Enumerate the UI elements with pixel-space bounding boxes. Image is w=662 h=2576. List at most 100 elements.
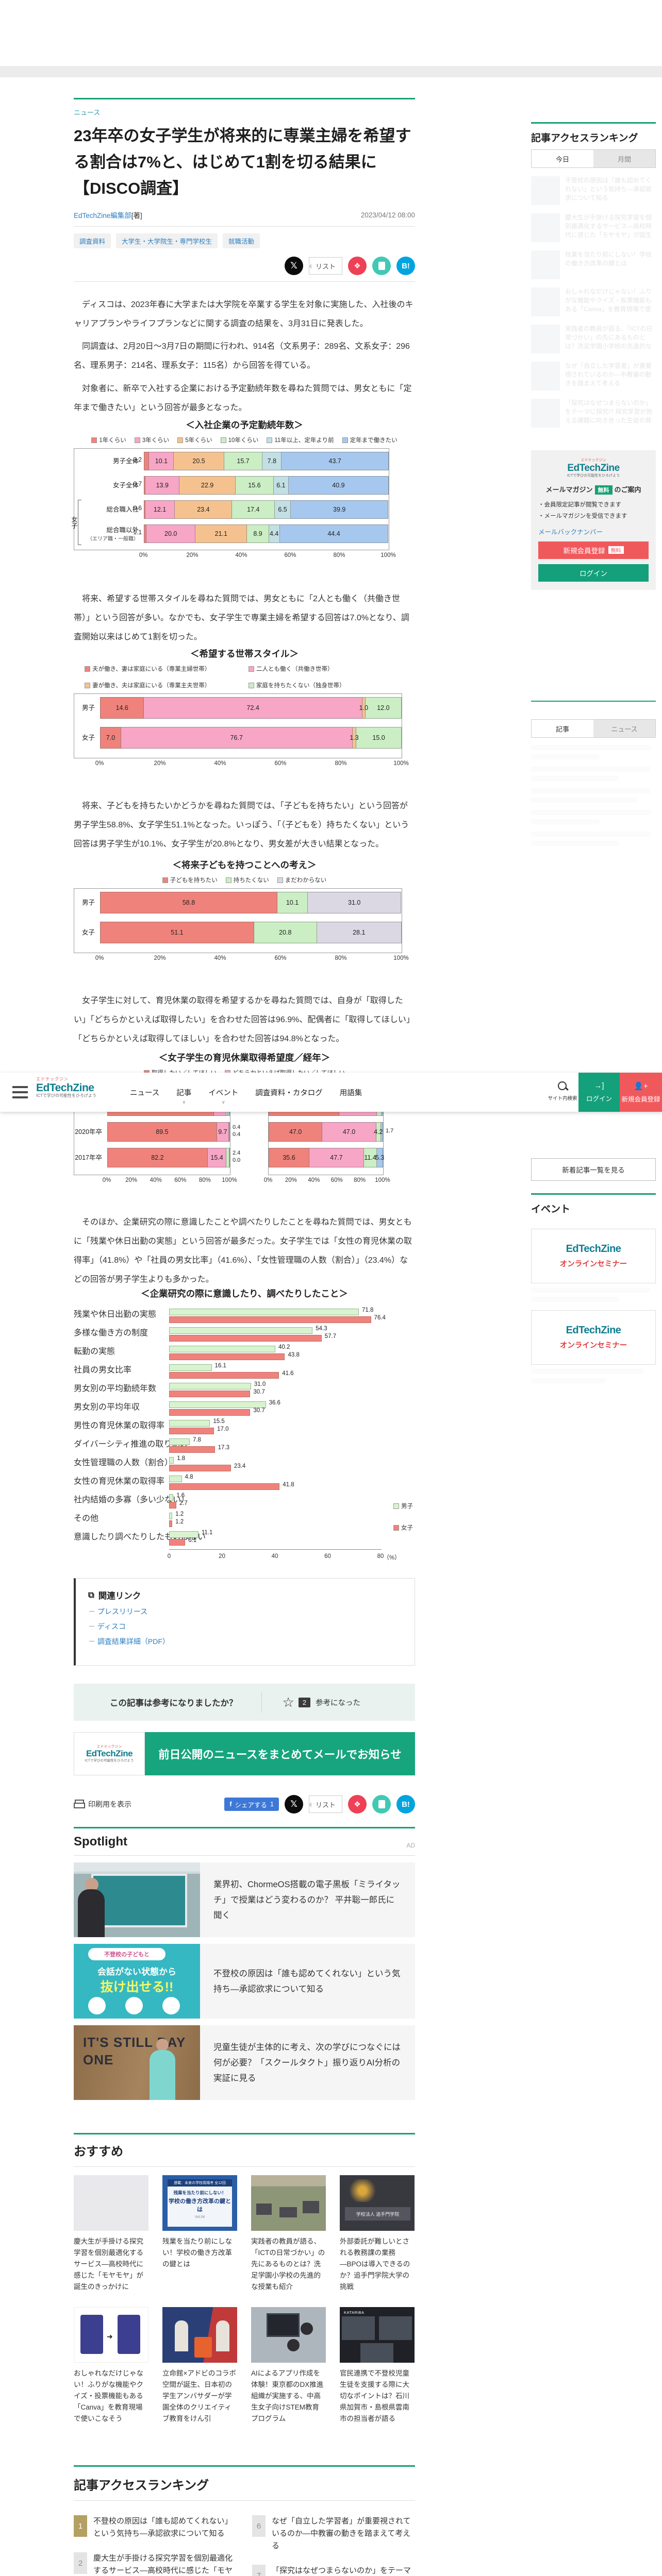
spotlight-item[interactable]: IT'S STILL DAY ONE 児童生徒が主体的に考え、次の学びにつなぐには…: [74, 2025, 415, 2100]
ranking-item[interactable]: 7 「探究はなぜつまらないのか」をテーマに探究!? 探究学習が抱える課題に向き合っ…: [252, 2565, 415, 2576]
signup-button[interactable]: 新規会員登録 無料: [538, 541, 649, 559]
recommend-card[interactable]: 立命館×アドビのコラボ空間が誕生、日本初の学生アンバサダーが学園全体のクリエイテ…: [162, 2307, 237, 2425]
axis-tick: 100%: [380, 552, 396, 558]
hamburger-icon[interactable]: [12, 1086, 28, 1101]
hatena-icon[interactable]: B!: [396, 257, 415, 275]
tab-today[interactable]: 今日: [532, 150, 593, 167]
tag-調査資料[interactable]: 調査資料: [74, 233, 111, 248]
sidebar-ranking-item[interactable]: 不登校の原因は「誰も認めてくれない」という気持ち―承認欲求について知る: [531, 176, 656, 205]
recommend-card[interactable]: ➜ おしゃれなだけじゃない！ふりがな機能やクイズ・投票機能もある「Canva」を教…: [74, 2307, 148, 2425]
sidebar-ranking-item[interactable]: 実践者の教員が語る、「ICTの日常づかい」の先にあるものとは？洗足学園小学校の先…: [531, 325, 656, 353]
search-button[interactable]: サイト内検索: [547, 1081, 578, 1101]
recommend-card[interactable]: 連載：未来の学校現場考 全12回 残業を当たり前にしない！ 学校の働き方改革の鍵とは…: [162, 2175, 237, 2293]
legend-item: 11年以上、定年より前: [267, 436, 334, 444]
print-share-row: 印刷用を表示 f シェアする 1 𝕏 リスト ❖ B!: [74, 1795, 415, 1814]
note-icon[interactable]: [372, 1795, 391, 1814]
item-title: 実践者の教員が語る、「ICTの日常づかい」の先にあるものとは？洗足学園小学校の先…: [565, 325, 653, 350]
site-logo[interactable]: エドテックジン EdTechZine ICTで学びの可能性をひろげよう: [36, 1077, 126, 1098]
tab-news[interactable]: ニュース: [593, 720, 655, 737]
related-link[interactable]: ディスコ: [88, 1621, 402, 1632]
recommend-card[interactable]: 慶大生が手掛ける探究学習を個別最適化するサービス―高校時代に感じた「モヤモヤ」が…: [74, 2175, 148, 2293]
note-icon[interactable]: [372, 257, 391, 275]
login-button[interactable]: →] ログイン: [578, 1073, 620, 1112]
spotlight-item[interactable]: 不登校の子どもと 会話がない状態から 抜け出せる!! 不登校の原因は「誰も認めてくれな…: [74, 1944, 415, 2019]
nav-item-用語集[interactable]: 用語集: [339, 1089, 362, 1097]
legend-item: 1年くらい: [91, 436, 126, 444]
feedback-button[interactable]: 参考になった: [316, 1699, 361, 1707]
section-rule: [74, 2465, 415, 2467]
legend-label: 妻が働き、夫は家庭にいる（専業主夫世帯）: [92, 683, 211, 689]
pocket-icon[interactable]: ❖: [348, 257, 367, 275]
chart-body: 男子 58.8 10.1 31.0 女子 51.1 20.8 28.1 0% 20% 40% 60% 8…: [74, 888, 415, 965]
login-icon: →]: [594, 1081, 604, 1090]
bar-value: 14.6: [115, 704, 128, 711]
recommend-card[interactable]: 学校法人 追手門学院 外部委託が難しいとされる教務課の業務―BPOは導入できるのか…: [340, 2175, 415, 2293]
card-title: 外部委託が難しいとされる教務課の業務―BPOは導入できるのか？追手門学院大学の挑…: [340, 2238, 410, 2291]
list-button[interactable]: リスト: [308, 1795, 342, 1813]
item-title: 「探究はなぜつまらないのか」をテーマに探究!? 探究学習が抱える課題に向き合った…: [565, 399, 653, 424]
pocket-icon[interactable]: ❖: [348, 1795, 367, 1814]
sidebar-ranking-item[interactable]: 慶大生が手掛ける探究学習を個別最適化するサービス―高校時代に感じた「モヤモヤ」が…: [531, 213, 656, 242]
divider: [261, 1692, 262, 1713]
tag-就職活動[interactable]: 就職活動: [223, 233, 260, 248]
nav-item-ニュース[interactable]: ニュース: [130, 1089, 160, 1097]
nav-item-記事[interactable]: 記事 ∨: [176, 1089, 192, 1105]
breadcrumb[interactable]: ニュース: [74, 109, 101, 116]
item-title: おしゃれなだけじゃない！ふりがな機能やクイズ・投票機能もある「Canva」を教育…: [565, 288, 652, 313]
tab-articles[interactable]: 記事: [532, 720, 593, 737]
legend-item: 定年まで働きたい: [342, 436, 398, 444]
facebook-share-button[interactable]: f シェアする 1: [224, 1798, 279, 1811]
related-link[interactable]: プレスリリース: [88, 1606, 402, 1617]
star-icon[interactable]: ☆: [282, 1694, 294, 1710]
recommend-card[interactable]: AIによるアプリ作成を体験！東京都のDX推進組織が実施する、中高生女子向けSTE…: [251, 2307, 326, 2425]
signup-button[interactable]: 👤+ 新規会員登録: [620, 1073, 662, 1112]
bar-男子: [169, 1494, 174, 1501]
seminar-banner[interactable]: EdTechZine オンラインセミナー: [531, 1310, 656, 1365]
spotlight-title: 児童生徒が主体的に考え、次の学びにつなぐには何が必要？「スクールタクト」振り返り…: [200, 2025, 415, 2100]
sidebar-ranking-item[interactable]: 残業を当たり前にしない！学校の働き方改革の鍵とは: [531, 250, 656, 279]
author-link[interactable]: EdTechZine編集部: [74, 212, 131, 219]
bar-segment: 10.1: [277, 892, 308, 913]
recommend-card[interactable]: KATARiBA 官民連携で不登校児童生徒を支援する際に大切なポイントは？石川県加…: [340, 2307, 415, 2425]
new-articles-more-link[interactable]: 新着記事一覧を見る: [531, 1158, 656, 1181]
sidebar-rule: [531, 122, 656, 124]
login-button[interactable]: ログイン: [538, 564, 649, 582]
bar-value: 12.1: [153, 506, 167, 513]
legend-swatch: [393, 1524, 399, 1531]
chart-plot: 男子全体 2.2 10.1 20.5 15.7 7.8 43.7 女子全体 0.7 13.9 22.…: [74, 448, 389, 550]
bar-segment: 20.8: [254, 922, 317, 943]
nav-item-調査資料・カタログ[interactable]: 調査資料・カタログ: [255, 1089, 323, 1097]
mail-backnumber-link[interactable]: メールバックナンバー: [538, 528, 603, 536]
ranking-item[interactable]: 1 不登校の原因は「誰も認めてくれない」という気持ち―承認欲求について知る: [74, 2515, 237, 2540]
nav-item-イベント[interactable]: イベント ∨: [208, 1089, 239, 1105]
mail-news-banner[interactable]: エドテックジン EdTechZine ICTで学びの可能性をひろげよう 前日公開…: [74, 1732, 415, 1775]
tag-大学生・大学院生・専門学校生[interactable]: 大学生・大学院生・専門学校生: [116, 233, 218, 248]
bar-segment: 10.1: [149, 452, 174, 470]
recommend-card[interactable]: 実践者の教員が語る、「ICTの日常づかい」の先にあるものとは？洗足学園小学校の先…: [251, 2175, 326, 2293]
chart-row: 総合職入社 0.6 12.1 23.4 17.4 6.5 39.9: [74, 499, 389, 523]
sidebar-ranking-item[interactable]: 「探究はなぜつまらないのか」をテーマに探究!? 探究学習が抱える課題に向き合った…: [531, 399, 656, 428]
spotlight-item[interactable]: 業界初、ChormeOS搭載の電子黒板「ミライタッチ」で授業はどう変わるのか？ …: [74, 1862, 415, 1937]
paragraph: 女子学生に対して、育児休業の取得を希望するかを尋ねた質問では、自身が「取得したい…: [74, 996, 415, 1043]
bar-segment: 21.1: [195, 524, 247, 543]
chart-row: 女性管理職の人数（割合） 1.8 23.4: [74, 1455, 415, 1474]
ranking-item[interactable]: 2 慶大生が手掛ける探究学習を個別最適化するサービス―高校時代に感じた「モヤモヤ」…: [74, 2552, 237, 2576]
sidebar-ranking-item[interactable]: おしゃれなだけじゃない！ふりがな機能やクイズ・投票機能もある「Canva」を教育…: [531, 287, 656, 316]
bar-segment: 6.1: [273, 476, 289, 495]
bar-男子: [169, 1346, 276, 1352]
tab-monthly[interactable]: 月間: [593, 150, 655, 167]
chart-row: 男子全体 2.2 10.1 20.5 15.7 7.8 43.7: [74, 451, 389, 475]
legend-swatch: [85, 682, 90, 688]
seminar-banner[interactable]: EdTechZine オンラインセミナー: [531, 1229, 656, 1283]
x-icon[interactable]: 𝕏: [284, 257, 303, 275]
x-icon[interactable]: 𝕏: [284, 1795, 303, 1814]
ranking-item[interactable]: 6 なぜ「自立した学習者」が重要視されているのか―中教審の動きを踏まえて考える: [252, 2515, 415, 2552]
print-button[interactable]: 印刷用を表示: [74, 1799, 131, 1809]
list-button[interactable]: リスト: [308, 257, 342, 275]
hatena-icon[interactable]: B!: [396, 1795, 415, 1814]
bar-segment: [229, 1122, 230, 1142]
bar-value: 8.9: [253, 530, 262, 537]
related-link[interactable]: 調査結果詳細（PDF）: [88, 1636, 402, 1647]
sidebar-ranking-item[interactable]: なぜ「自立した学習者」が重要視されているのか―中教審の動きを踏まえて考える: [531, 362, 656, 391]
bar-value: 22.9: [201, 482, 214, 489]
